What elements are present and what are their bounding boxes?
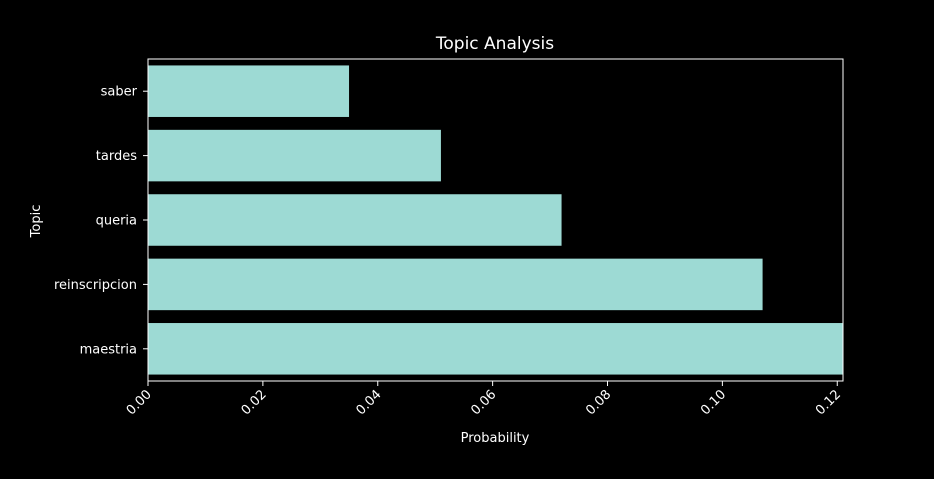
y-tick-label: saber [101,85,138,100]
bar-saber [148,65,350,117]
x-tick-label: 0.08 [583,387,614,418]
bar-maestria [148,323,843,375]
chart-title: Topic Analysis [435,34,554,54]
x-tick-label: 0.04 [354,387,385,418]
x-axis-label: Probability [461,431,530,446]
x-axis: 0.00 0.02 0.04 0.06 0.08 0.10 0.12 [124,381,844,418]
x-tick-label: 0.06 [468,387,499,418]
bar-tardes [148,129,441,182]
y-tick-label: queria [96,214,137,229]
x-tick-label: 0.10 [698,387,729,418]
bar-queria [148,194,562,246]
y-tick-label: reinscripcion [54,278,137,293]
x-tick-label: 0.12 [813,387,844,418]
bar-reinscripcion [148,258,763,311]
y-tick-label: tardes [96,149,137,164]
x-tick-label: 0.00 [124,387,155,418]
x-tick-label: 0.02 [239,387,270,418]
y-axis: saber tardes queria reinscripcion maestria [54,85,148,357]
bars-group [148,65,843,375]
y-axis-label: Topic [29,205,44,239]
y-tick-label: maestria [80,342,137,357]
